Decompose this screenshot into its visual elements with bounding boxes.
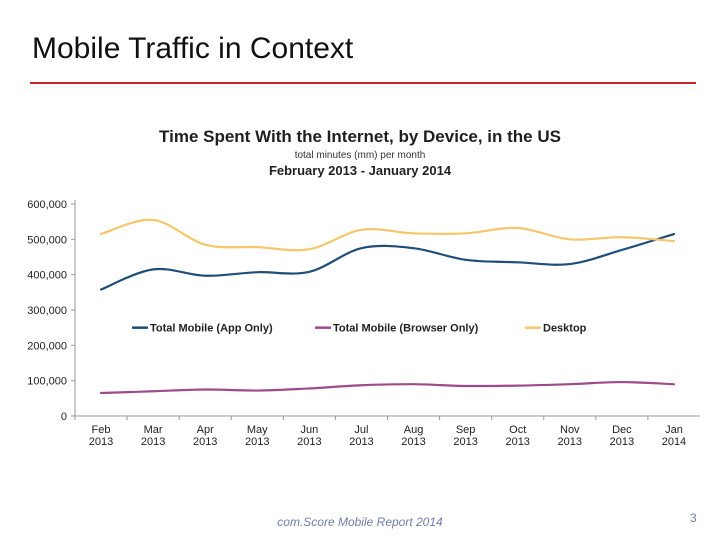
y-tick-label: 0 — [61, 411, 67, 423]
x-tick-label-year: 2013 — [453, 436, 477, 448]
y-tick-label: 400,000 — [27, 270, 67, 282]
x-tick-label-month: Dec — [612, 424, 632, 436]
x-tick-label-month: Jul — [354, 424, 368, 436]
x-tick-label-year: 2013 — [141, 436, 165, 448]
x-tick-label-month: Feb — [92, 424, 111, 436]
x-tick-label-year: 2013 — [89, 436, 113, 448]
chart-axes: 0 100,000 200,000 300,000 400,000 500,000 600,… — [27, 199, 700, 448]
y-tick-label: 300,000 — [27, 305, 67, 317]
y-tick-label: 200,000 — [27, 340, 67, 352]
chart-legend: Total Mobile (App Only) Total Mobile (Bro… — [132, 323, 587, 335]
x-tick-label-month: Sep — [456, 424, 476, 436]
x-tick-label-year: 2013 — [349, 436, 373, 448]
legend-label: Total Mobile (App Only) — [150, 323, 273, 335]
x-tick-label-year: 2014 — [662, 436, 686, 448]
x-tick-label-year: 2013 — [610, 436, 634, 448]
series-total-mobile-app-only-line — [99, 232, 676, 291]
x-tick-label-year: 2013 — [297, 436, 321, 448]
legend-label: Total Mobile (Browser Only) — [333, 323, 479, 335]
y-tick-label: 100,000 — [27, 376, 67, 388]
x-tick-label-year: 2013 — [193, 436, 217, 448]
x-tick-label-month: Jan — [665, 424, 683, 436]
chart-period: February 2013 - January 2014 — [269, 163, 452, 178]
title-divider — [30, 82, 696, 84]
x-tick-label-month: Mar — [144, 424, 163, 436]
chart-subtitle: total minutes (mm) per month — [295, 150, 426, 161]
x-tick-label-month: Nov — [560, 424, 580, 436]
x-tick-label-month: May — [247, 424, 268, 436]
x-tick-label-month: Oct — [509, 424, 526, 436]
slide-title: Mobile Traffic in Context — [32, 32, 354, 65]
y-tick-label: 600,000 — [27, 199, 67, 211]
x-tick-label-year: 2013 — [401, 436, 425, 448]
chart-series — [99, 218, 676, 395]
x-tick-label-month: Jun — [301, 424, 319, 436]
chart-title: Time Spent With the Internet, by Device,… — [159, 127, 561, 146]
page-number: 3 — [690, 511, 697, 525]
x-tick-label-year: 2013 — [505, 436, 529, 448]
series-desktop-line — [99, 218, 676, 252]
footer-source: com.Score Mobile Report 2014 — [277, 515, 443, 529]
series-total-mobile-browser-only-line — [99, 380, 676, 395]
x-tick-label-month: Aug — [404, 424, 424, 436]
line-chart: Time Spent With the Internet, by Device,… — [27, 127, 700, 448]
legend-label: Desktop — [543, 323, 587, 335]
x-tick-label-month: Apr — [197, 424, 214, 436]
x-tick-label-year: 2013 — [558, 436, 582, 448]
x-tick-label-year: 2013 — [245, 436, 269, 448]
y-tick-label: 500,000 — [27, 234, 67, 246]
